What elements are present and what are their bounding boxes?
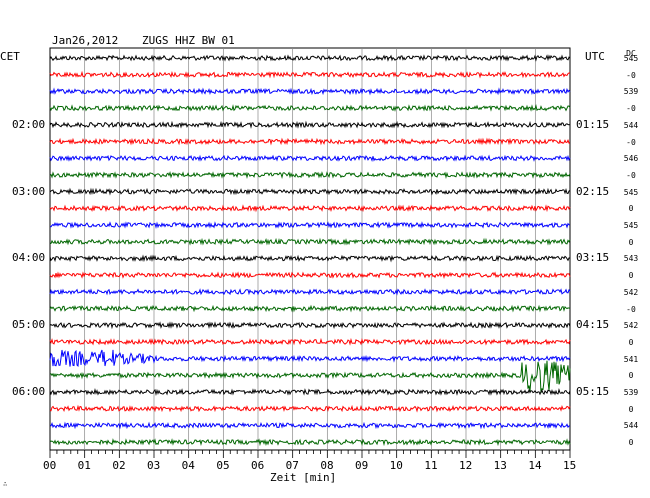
x-tick-label: 07 [285,459,299,472]
dc-value: 543 [623,254,639,264]
left-hour-label: 05:00 [12,318,46,332]
right-hour-label: 01:15 [576,117,610,131]
trace-line [49,271,571,280]
dc-value: 0 [628,371,634,381]
x-tick-label: 02 [112,459,126,472]
x-axis-label: Zeit [min] [270,471,337,484]
trace-line [49,120,571,129]
trace-line [50,221,571,230]
x-tick-label: 12 [459,459,473,472]
trace-line [49,254,571,263]
dc-value: -0 [626,104,636,114]
right-hour-label: 04:15 [576,318,610,332]
x-tick-label: 06 [251,459,265,472]
x-tick-label: 09 [355,459,369,472]
station-label: ZUGS HHZ BW 01 [142,34,235,47]
left-timezone-label: CET [0,50,20,63]
dc-value: 0 [628,237,634,247]
trace-line [49,187,571,196]
left-hour-label: 02:00 [12,117,46,131]
dc-value: 542 [623,287,639,297]
x-tick-label: 03 [147,459,161,472]
trace-line [49,87,571,96]
x-tick-label: 04 [181,459,195,472]
x-tick-label: 01 [77,459,91,472]
left-hour-label: 04:00 [12,251,46,265]
trace-line [49,154,571,163]
right-hour-label: 05:15 [576,385,610,398]
trace-line [49,237,571,246]
date-label: Jan26,2012 [52,34,119,47]
dc-value: 542 [623,321,639,331]
dc-value: 539 [623,388,639,397]
right-hour-label: 02:15 [576,184,610,198]
trace-line [49,321,571,330]
trace-line [49,204,571,213]
x-tick-label: 13 [493,459,507,472]
trace-line [49,387,571,396]
dc-value: 0 [628,404,634,414]
trace-line [49,404,571,413]
trace-line [49,438,571,447]
dc-value: 0 [628,204,634,214]
trace-line [49,70,571,79]
trace-line [49,304,571,313]
dc-value: 0 [628,271,634,281]
x-tick-label: 05 [216,459,230,472]
right-hour-label: 03:15 [576,251,610,265]
x-tick-label: 11 [424,459,438,472]
trace-line [49,104,571,112]
left-hour-label: 06:00 [12,385,46,398]
x-tick-label: 00 [43,459,57,472]
trace-line [49,421,571,430]
trace-line [49,360,571,394]
dc-value: 546 [623,154,639,164]
dc-header: DC [626,49,636,58]
x-tick-label: 15 [563,459,577,472]
dc-value: 544 [623,120,639,130]
dc-value: 541 [623,354,639,364]
dc-value: 0 [628,438,634,448]
dc-value: 545 [623,221,639,230]
trace-line [49,137,571,146]
trace-line [49,54,571,62]
trace-line [49,337,571,346]
dc-value: -0 [626,70,636,80]
plot-frame [49,47,571,451]
dc-value: -0 [626,304,636,314]
dc-value: -0 [626,137,636,147]
x-tick-label: 10 [389,459,403,472]
right-timezone-label: UTC [585,50,605,63]
dc-value: 544 [623,421,639,431]
dc-value: 545 [623,54,639,63]
dc-value: 0 [628,337,634,347]
x-tick-label: 14 [528,459,542,472]
dc-value: -0 [626,170,636,180]
dc-value: 539 [623,87,639,97]
trace-line [49,170,571,179]
left-hour-label: 03:00 [12,184,46,198]
x-tick-label: 08 [320,459,334,472]
corner-mark: ∴ [3,480,8,488]
trace-line [49,349,571,367]
dc-value: 545 [623,187,639,197]
trace-line [49,287,571,296]
